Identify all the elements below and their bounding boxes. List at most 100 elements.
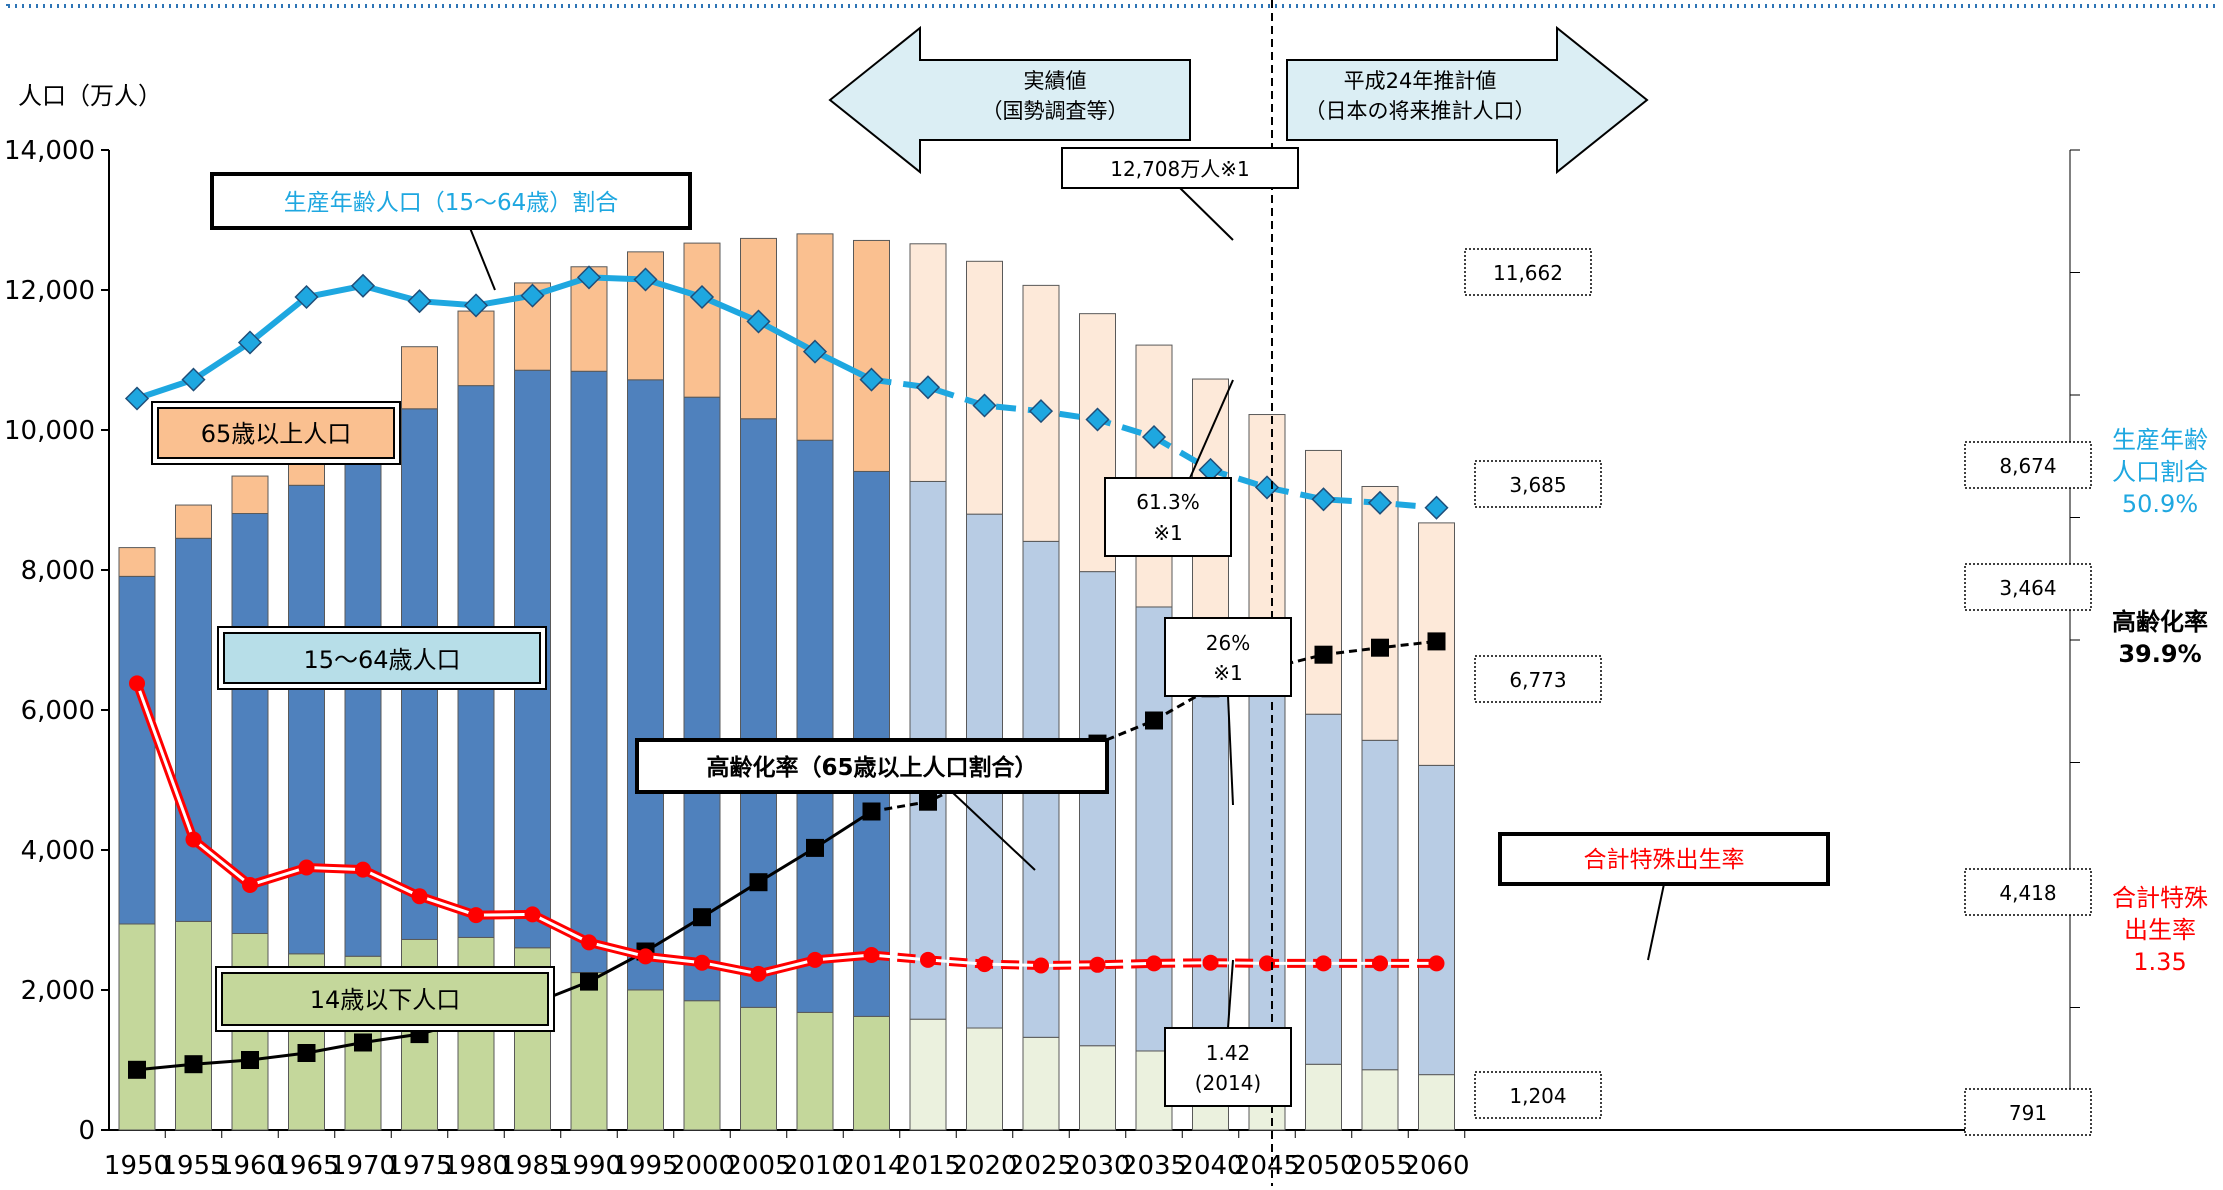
tfr-point xyxy=(411,888,428,905)
bar-segment xyxy=(231,475,269,515)
bar-segment xyxy=(1305,713,1342,1065)
legend-elder-label: 65歳以上人口 xyxy=(201,420,352,448)
bar-segment xyxy=(1418,1074,1455,1131)
bar-segment xyxy=(1418,764,1455,1076)
tfr-point xyxy=(1202,954,1219,971)
bar-segment xyxy=(570,370,608,974)
bar-segment xyxy=(1361,1069,1399,1131)
callout-working-2060: 4,418 xyxy=(1964,868,2092,916)
aging-leader xyxy=(951,791,1036,871)
callout-ratio-2014-leader xyxy=(1189,379,1234,479)
aging-point xyxy=(354,1033,372,1052)
callout-aging-2014: 26% ※1 xyxy=(1164,617,1292,697)
callout-child-2060: 791 xyxy=(1964,1088,2092,1136)
callout-total-2025-text: 11,662 xyxy=(1493,261,1563,285)
callout-total-2014: 12,708万人※1 xyxy=(1061,147,1299,189)
bar-segment xyxy=(796,233,834,441)
ratio-point xyxy=(294,284,319,310)
x-tick-label: 2020 xyxy=(951,1151,1017,1181)
tfr-point xyxy=(581,934,597,951)
ratio-point xyxy=(576,265,602,290)
callout-aging-2014-l2: ※1 xyxy=(1213,661,1242,685)
ratio-point xyxy=(972,393,997,418)
bar-segment xyxy=(457,310,495,387)
aging-point xyxy=(1145,711,1163,730)
ratio-point xyxy=(181,367,206,392)
bar-segment xyxy=(1135,344,1173,608)
x-tick-label: 2025 xyxy=(1008,1151,1074,1181)
bar-segment xyxy=(627,379,664,991)
callout-total-2014-text: 12,708万人※1 xyxy=(1110,157,1249,181)
bar-segment xyxy=(740,418,777,1008)
bar-segment xyxy=(288,484,325,955)
tfr-point xyxy=(185,831,202,848)
ratio-point xyxy=(1424,495,1449,520)
callout-total-2060-text: 8,674 xyxy=(1999,454,2056,478)
x-tick-label: 1970 xyxy=(330,1151,396,1181)
ratio-point xyxy=(915,375,941,400)
bar-segment xyxy=(231,513,269,935)
tfr-line-inner xyxy=(135,682,872,976)
callout-ratio-2014-l1: 61.3% xyxy=(1136,490,1200,514)
callout-total-2014-leader xyxy=(1179,187,1234,241)
bar-segment xyxy=(853,239,890,472)
callout-elder-2060-text: 3,464 xyxy=(1999,576,2056,600)
bar-segment xyxy=(1079,571,1116,1047)
legend-child-label: 14歳以下人口 xyxy=(310,986,461,1014)
legend-working-box: 15〜64歳人口 xyxy=(217,626,547,690)
x-tick-label: 1960 xyxy=(217,1151,283,1181)
x-tick-label: 2035 xyxy=(1121,1151,1187,1181)
x-tick-label: 1955 xyxy=(160,1151,226,1181)
right-aging-l1: 高齢化率 xyxy=(2112,608,2208,636)
y-tick-label: 12,000 xyxy=(4,276,95,306)
callout-total-2025: 11,662 xyxy=(1464,248,1592,296)
bar-segment xyxy=(627,989,664,1131)
ratio-point xyxy=(520,283,545,308)
callout-elder-2030-text: 3,685 xyxy=(1509,473,1566,497)
callout-ratio-2014-l2: ※1 xyxy=(1153,521,1182,545)
ratio-point xyxy=(463,293,489,318)
header-left-line1: 実績値 xyxy=(1024,69,1087,93)
ratio-point xyxy=(350,273,376,298)
aging-point xyxy=(1427,632,1446,651)
ratio-point xyxy=(1028,399,1054,424)
bar-segment xyxy=(175,537,212,922)
tfr-point xyxy=(129,675,145,692)
callout-aging-2014-leader xyxy=(1227,695,1234,806)
legend-working-label: 15〜64歳人口 xyxy=(303,646,460,674)
tfr-point xyxy=(920,951,936,968)
tfr-point xyxy=(355,861,371,878)
aging-point xyxy=(919,792,937,811)
bar-segment xyxy=(118,547,156,577)
x-tick-label: 1965 xyxy=(273,1151,339,1181)
x-tick-label: 2015 xyxy=(895,1151,961,1181)
tfr-point xyxy=(468,907,484,924)
header-right-line2: （日本の将来推計人口） xyxy=(1305,99,1536,123)
ratio-point xyxy=(237,330,263,355)
ratio-point xyxy=(1311,487,1336,512)
header-right-line1: 平成24年推計値 xyxy=(1344,69,1497,93)
bar-segment xyxy=(1361,739,1399,1071)
x-tick-label: 1975 xyxy=(386,1151,452,1181)
legend-tfr-line-label: 合計特殊出生率 xyxy=(1584,847,1745,873)
x-tick-label: 2040 xyxy=(1177,1151,1243,1181)
callout-child-2030: 1,204 xyxy=(1474,1071,1602,1119)
aging-point xyxy=(128,1060,146,1079)
bar-segment xyxy=(1305,1063,1342,1131)
bar-segment xyxy=(966,260,1003,515)
bar-segment xyxy=(740,1006,777,1131)
aging-point xyxy=(862,802,881,821)
tfr-point xyxy=(807,951,823,968)
legend-tfr-line-box: 合計特殊出生率 xyxy=(1498,832,1830,886)
ratio-point xyxy=(1367,490,1393,515)
tfr-point xyxy=(1428,955,1445,972)
callout-tfr-2014: 1.42 (2014) xyxy=(1164,1027,1292,1107)
legend-aging-line-label: 高齢化率（65歳以上人口割合） xyxy=(706,754,1037,781)
callout-total-2060: 8,674 xyxy=(1964,441,2092,489)
ratio-point xyxy=(633,267,658,292)
y-tick-label: 6,000 xyxy=(21,696,95,726)
tfr-leader xyxy=(1647,883,1665,961)
aging-point xyxy=(806,838,824,857)
aging-point xyxy=(1371,638,1389,657)
